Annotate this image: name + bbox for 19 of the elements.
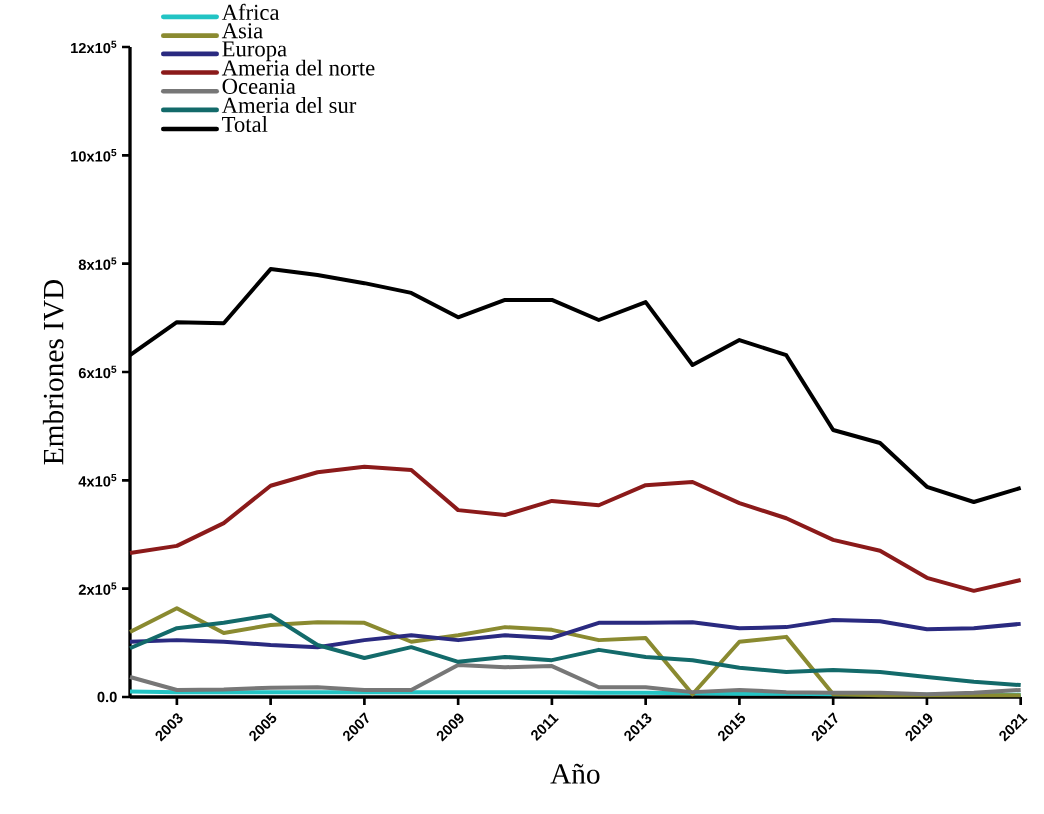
line-series	[128, 613, 1023, 688]
y-tick-label: 2x10$^{5}$	[78, 582, 117, 595]
legend-label: Ameria del norte	[221, 59, 375, 76]
y-tick-label: 0.0	[97, 691, 117, 703]
y-axis-title: Embriones IVD	[42, 279, 64, 465]
legend-label: Oceania	[222, 78, 296, 94]
line-series	[128, 464, 1023, 593]
y-tick-label: 8x10$^{5}$	[78, 257, 117, 270]
y-tick-label: 12x10$^{5}$	[71, 40, 117, 54]
y-tick-label: 4x10$^{5}$	[78, 474, 117, 487]
y-tick-label: 10x10$^{5}$	[71, 149, 117, 162]
legend-label: Ameria del sur	[221, 97, 357, 114]
legend-label: Europa	[222, 41, 287, 62]
legend-label: Total	[222, 116, 268, 133]
legend-label: Africa	[221, 3, 280, 21]
legend-label: Asia	[221, 23, 263, 39]
line-series	[128, 618, 1023, 650]
y-tick-label: 6x10$^{5}$	[78, 365, 117, 379]
x-axis-title: Año	[550, 763, 600, 784]
